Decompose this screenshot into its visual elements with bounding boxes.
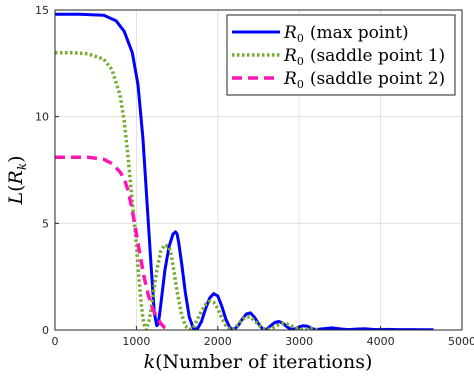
- legend-label-saddle-point-2: R0 (saddle point 2): [283, 69, 445, 91]
- series-saddle-point-2: [55, 155, 172, 330]
- legend-text: (max point): [310, 23, 409, 43]
- legend-var: R: [283, 46, 297, 66]
- legend-label-max-point: R0 (max point): [283, 23, 409, 45]
- legend-text: (saddle point 1): [310, 46, 445, 66]
- legend-var: R: [283, 23, 297, 43]
- y-axis-label-sub: k: [15, 163, 29, 170]
- plot-frame: [54, 9, 463, 331]
- series-saddle-point-1: [55, 50, 320, 330]
- x-axis-label-rest: (Number of iterations): [155, 351, 372, 373]
- x-tick-labels: 0 1000 2000 3000 4000 5000: [52, 335, 474, 348]
- x-tick-label: 1000: [122, 335, 150, 348]
- y-axis-label-open: (: [5, 184, 27, 191]
- x-axis-label: k(Number of iterations): [144, 351, 373, 373]
- x-tick-label: 4000: [367, 335, 395, 348]
- legend-sub: 0: [297, 55, 304, 68]
- legend-sub: 0: [297, 32, 304, 45]
- y-axis-label-close: ): [5, 155, 27, 162]
- y-tick-labels: 0 5 10 15: [35, 4, 49, 337]
- y-tick-label: 5: [42, 217, 49, 230]
- legend-var: R: [283, 69, 297, 89]
- x-tick-label: 2000: [204, 335, 232, 348]
- y-tick-label: 10: [35, 111, 49, 124]
- x-tick-label: 0: [52, 335, 59, 348]
- legend-text: (saddle point 2): [310, 69, 445, 89]
- y-tick-label: 0: [42, 324, 49, 337]
- x-tick-label: 3000: [285, 335, 313, 348]
- y-axis-label: L(Rk): [5, 155, 29, 205]
- axis-ticks: [54, 9, 463, 331]
- x-axis-label-var: k: [144, 351, 156, 373]
- series-layer: [55, 12, 434, 330]
- legend-sub: 0: [297, 78, 304, 91]
- y-axis-label-subvar: R: [5, 170, 27, 185]
- legend-label-saddle-point-1: R0 (saddle point 1): [283, 46, 445, 68]
- y-tick-label: 15: [35, 4, 49, 17]
- y-axis-label-var: L: [5, 192, 27, 206]
- legend: R0 (max point) R0 (saddle point 1) R0 (sadd…: [226, 14, 456, 96]
- x-tick-label: 5000: [448, 335, 474, 348]
- legend-box: [226, 14, 456, 96]
- series-max-point: [55, 12, 434, 330]
